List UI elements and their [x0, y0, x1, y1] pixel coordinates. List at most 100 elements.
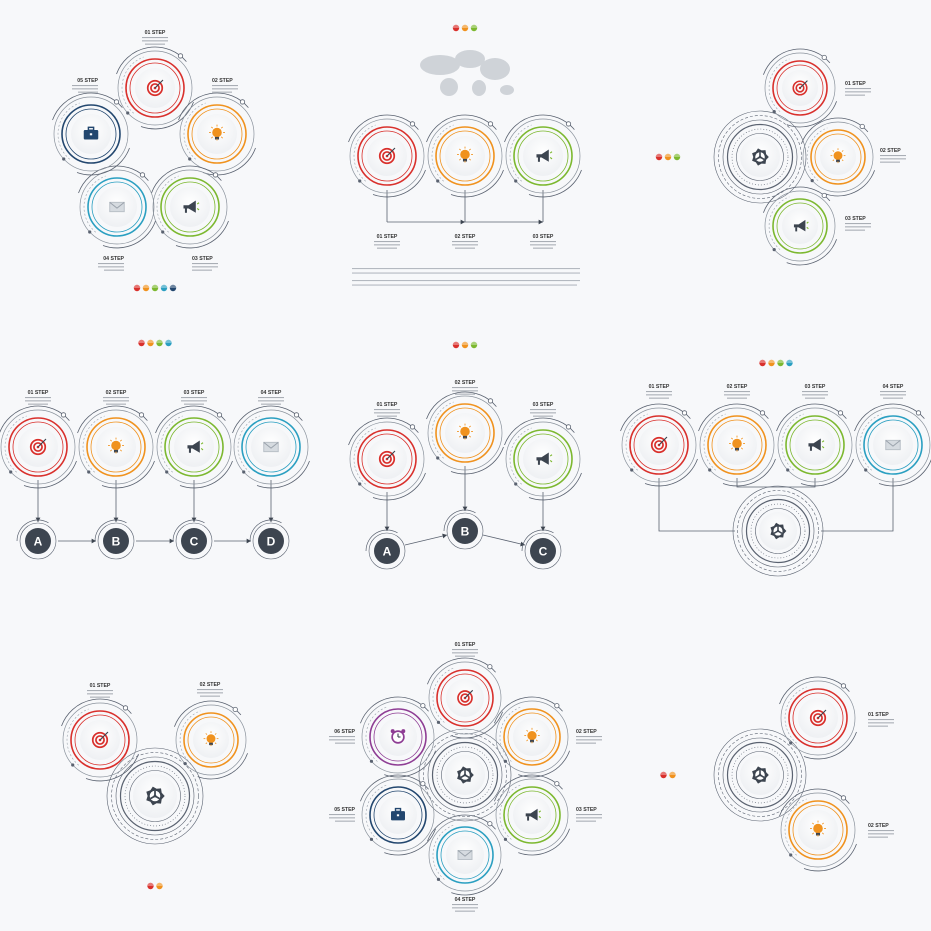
step-circle-orange — [779, 788, 857, 872]
step-label-group: 03 STEP — [845, 216, 871, 231]
step-label: 03 STEP — [184, 390, 205, 396]
step-label: 03 STEP — [533, 234, 554, 240]
connector-lines — [35, 190, 894, 547]
step-circle-navy — [360, 774, 436, 856]
briefcase-icon — [391, 807, 405, 821]
megaphone-icon — [536, 452, 553, 465]
step-label: 02 STEP — [727, 384, 748, 390]
megaphone-icon — [793, 219, 809, 232]
step-label-group: 03 STEP — [530, 234, 556, 249]
step-label-group: 05 STEP — [329, 807, 356, 822]
step-label: 04 STEP — [103, 256, 124, 262]
central-gear-hub — [106, 747, 204, 845]
step-circle-orange — [174, 700, 248, 780]
envelope-icon — [885, 439, 901, 451]
step-circle-purple — [360, 696, 436, 778]
gear-icon — [457, 766, 474, 784]
target-icon — [650, 436, 668, 454]
step-label: 05 STEP — [334, 807, 355, 813]
letter-node-c: C — [521, 529, 562, 570]
step-label-group: 03 STEP — [530, 402, 556, 417]
step-circle-green — [494, 774, 570, 856]
step-label: 02 STEP — [868, 823, 889, 829]
step-circle-orange — [494, 696, 570, 778]
target-icon — [91, 731, 109, 749]
panel-p3 — [713, 48, 875, 266]
step-label: 02 STEP — [106, 390, 127, 396]
briefcase-icon — [83, 126, 99, 140]
step-label: 01 STEP — [90, 683, 111, 689]
central-gear-hub — [418, 728, 512, 822]
step-label: 01 STEP — [377, 234, 398, 240]
step-label: 05 STEP — [77, 78, 98, 84]
step-label-group: 01 STEP — [25, 390, 51, 405]
color-dots — [452, 24, 478, 32]
step-label-group: 04 STEP — [258, 390, 284, 405]
central-gear-hub — [713, 728, 807, 822]
megaphone-icon — [808, 438, 825, 451]
alarm-clock-icon — [390, 729, 406, 744]
step-label-group: 01 STEP — [845, 81, 871, 96]
arrow-head — [246, 538, 251, 544]
step-circle-teal — [232, 405, 310, 489]
step-label-group: 05 STEP — [72, 78, 99, 93]
arrow-head — [520, 541, 525, 547]
step-circle-orange — [426, 114, 504, 198]
step-circle-red — [620, 403, 698, 487]
envelope-icon — [109, 201, 125, 213]
step-label-group: 04 STEP — [452, 897, 478, 912]
lightbulb-icon — [457, 146, 473, 163]
step-label: 03 STEP — [805, 384, 826, 390]
step-label: 02 STEP — [455, 234, 476, 240]
arrow-head — [538, 219, 543, 225]
step-circle-orange — [801, 117, 875, 197]
step-label: 01 STEP — [845, 81, 866, 87]
step-circle-red — [348, 417, 426, 501]
central-gear-hub — [732, 485, 824, 577]
lightbulb-icon — [203, 731, 219, 747]
step-nodes: A B C D A B C — [0, 24, 931, 896]
step-label-group: 02 STEP — [452, 380, 478, 395]
connector-line — [821, 478, 894, 532]
connector-line — [658, 478, 735, 532]
letter-node-b: B — [443, 509, 484, 550]
step-label-group: 01 STEP — [868, 712, 894, 727]
step-label: 01 STEP — [377, 402, 398, 408]
target-icon — [378, 450, 396, 468]
arrow-head — [462, 506, 468, 511]
step-label: 06 STEP — [334, 729, 355, 735]
step-circle-navy — [52, 92, 130, 176]
arrow-head — [442, 533, 447, 539]
letter-label: C — [190, 535, 199, 549]
color-dots — [759, 359, 793, 367]
step-label-group: 01 STEP — [87, 683, 113, 698]
step-circle-teal — [78, 165, 156, 249]
panel-p2 — [348, 50, 582, 198]
step-label-group: 02 STEP — [880, 148, 906, 163]
step-label-group: 03 STEP — [576, 807, 602, 822]
connector-line — [482, 534, 526, 546]
step-label: 04 STEP — [883, 384, 904, 390]
letter-node-c: C — [172, 519, 213, 560]
envelope-icon — [263, 441, 279, 453]
connector-line — [404, 534, 448, 546]
connector-line — [736, 478, 816, 488]
step-label-group: 04 STEP — [98, 256, 125, 271]
step-label: 01 STEP — [868, 712, 889, 718]
text-layer: 01 STEP 02 STEP 03 STEP 04 STEP 05 STEP 01 ST… — [25, 30, 906, 912]
lightbulb-icon — [108, 437, 124, 454]
letter-node-d: D — [249, 519, 290, 560]
step-label-group: 01 STEP — [142, 30, 168, 45]
step-circle-orange — [77, 405, 155, 489]
megaphone-icon — [187, 440, 204, 453]
step-label: 02 STEP — [455, 380, 476, 386]
step-label-group: 02 STEP — [197, 682, 223, 697]
step-label: 02 STEP — [576, 729, 597, 735]
step-label-group: 06 STEP — [329, 729, 356, 744]
color-dots — [147, 882, 163, 890]
letter-node-a: A — [16, 519, 57, 560]
envelope-icon — [457, 850, 473, 860]
lightbulb-icon — [524, 727, 540, 744]
megaphone-icon — [536, 149, 553, 162]
letter-label: A — [34, 535, 43, 549]
